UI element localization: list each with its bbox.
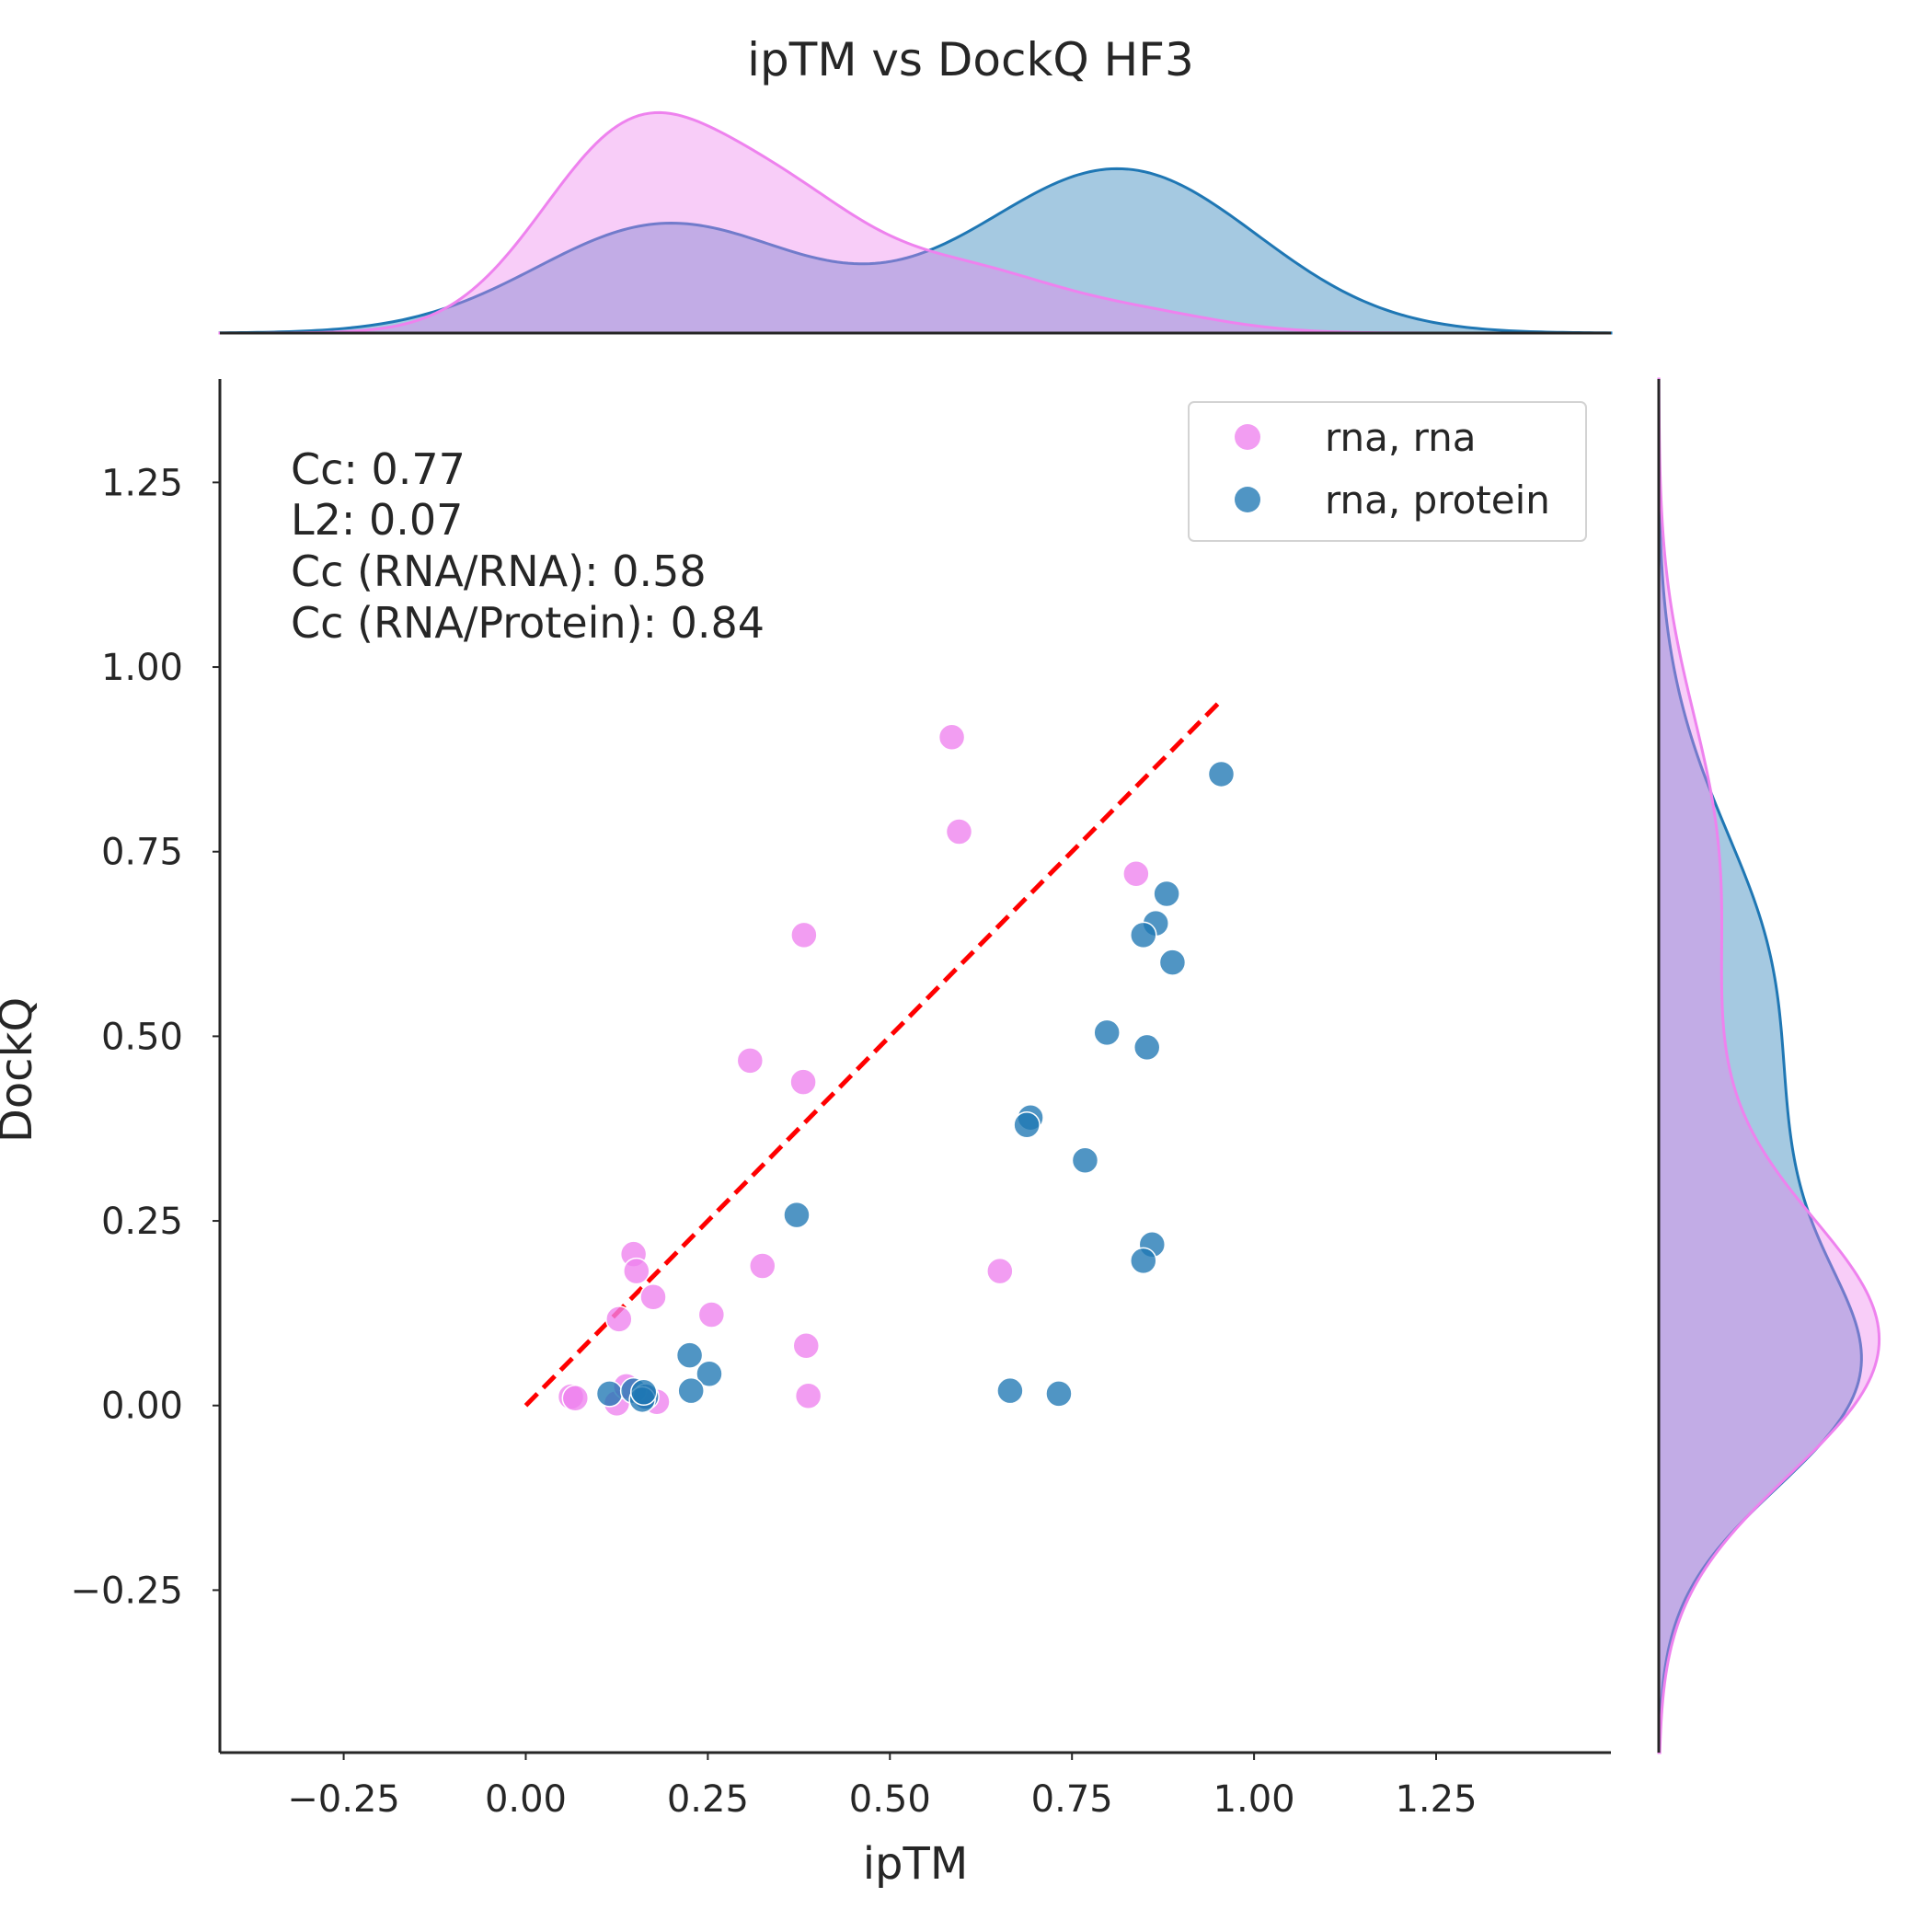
point-rna-rna bbox=[945, 818, 973, 845]
y-tick-label: 1.25 bbox=[101, 462, 183, 504]
point-rna-rna bbox=[561, 1384, 590, 1412]
point-rna-protein bbox=[1071, 1146, 1099, 1174]
x-tick-label: 1.25 bbox=[1395, 1778, 1477, 1821]
x-tick-label: 0.25 bbox=[667, 1778, 749, 1821]
legend-marker-rna-protein bbox=[1235, 487, 1260, 512]
point-rna-rna bbox=[605, 1305, 633, 1333]
annotation-l2: L2: 0.07 bbox=[291, 495, 463, 545]
x-tick-label: −0.25 bbox=[287, 1778, 400, 1821]
scatter-points bbox=[557, 723, 1236, 1418]
x-tick-label: 1.00 bbox=[1213, 1778, 1295, 1821]
point-rna-protein bbox=[1013, 1110, 1041, 1139]
x-axis-ticks: −0.25 0.00 0.25 0.50 0.75 1.00 1.25 bbox=[287, 1753, 1478, 1821]
point-rna-rna bbox=[623, 1257, 650, 1285]
point-rna-protein bbox=[996, 1376, 1024, 1405]
x-tick-label: 0.50 bbox=[849, 1778, 931, 1821]
reference-diagonal-line bbox=[523, 702, 1220, 1408]
point-rna-protein bbox=[1093, 1018, 1121, 1047]
point-rna-rna bbox=[1122, 860, 1150, 888]
y-tick-label: −0.25 bbox=[70, 1570, 183, 1612]
y-tick-label: 0.50 bbox=[101, 1016, 183, 1058]
y-tick-label: 0.75 bbox=[101, 832, 183, 874]
point-rna-rna bbox=[736, 1047, 765, 1075]
annotation-cc-rna-rna: Cc (RNA/RNA): 0.58 bbox=[291, 546, 707, 596]
point-rna-protein bbox=[1130, 921, 1157, 949]
point-rna-rna bbox=[986, 1257, 1014, 1285]
y-tick-label: 0.00 bbox=[101, 1386, 183, 1428]
point-rna-protein bbox=[629, 1378, 658, 1407]
legend: rna, rna rna, protein bbox=[1188, 401, 1587, 542]
point-rna-rna bbox=[749, 1252, 776, 1280]
point-rna-rna bbox=[789, 1068, 817, 1096]
y-tick-label: 0.25 bbox=[101, 1201, 183, 1243]
annotation-cc-rna-protein: Cc (RNA/Protein): 0.84 bbox=[291, 598, 765, 648]
point-rna-protein bbox=[677, 1376, 705, 1405]
legend-label-rna-protein: rna, protein bbox=[1325, 477, 1550, 523]
y-axis-label: DockQ bbox=[0, 997, 42, 1143]
point-rna-protein bbox=[783, 1201, 811, 1229]
chart-title: ipTM vs DockQ HF3 bbox=[747, 33, 1194, 86]
x-axis-label: ipTM bbox=[863, 1838, 969, 1890]
y-tick-label: 1.00 bbox=[101, 647, 183, 689]
main-scatter-plot: −0.25 0.00 0.25 0.50 0.75 1.00 1.25 −0.25 0.00 0… bbox=[70, 462, 1477, 1821]
point-rna-rna bbox=[794, 1382, 822, 1410]
annotation-cc: Cc: 0.77 bbox=[291, 444, 466, 494]
x-tick-label: 0.75 bbox=[1031, 1778, 1113, 1821]
point-rna-protein bbox=[696, 1360, 723, 1387]
point-rna-protein bbox=[675, 1341, 704, 1369]
stats-annotation: Cc: 0.77 L2: 0.07 Cc (RNA/RNA): 0.58 Cc … bbox=[291, 444, 765, 648]
point-rna-rna bbox=[639, 1282, 667, 1311]
point-rna-rna bbox=[937, 723, 966, 752]
point-rna-protein bbox=[595, 1380, 624, 1408]
point-rna-protein bbox=[1045, 1380, 1073, 1408]
point-rna-rna bbox=[697, 1301, 726, 1328]
point-rna-protein bbox=[1207, 760, 1236, 788]
point-rna-rna bbox=[790, 921, 818, 949]
legend-marker-rna-rna bbox=[1235, 424, 1260, 450]
point-rna-protein bbox=[1133, 1033, 1161, 1062]
point-rna-rna bbox=[792, 1331, 821, 1360]
point-rna-protein bbox=[1158, 949, 1187, 976]
y-axis-ticks: −0.25 0.00 0.25 0.50 0.75 1.00 1.25 bbox=[70, 462, 220, 1612]
point-rna-protein bbox=[1130, 1247, 1157, 1275]
legend-label-rna-rna: rna, rna bbox=[1325, 415, 1476, 460]
point-rna-protein bbox=[1153, 880, 1180, 908]
right-kde-rna-rna bbox=[1657, 377, 1881, 1754]
right-marginal-kde bbox=[1657, 377, 1881, 1754]
x-tick-label: 0.00 bbox=[485, 1778, 567, 1821]
legend-box bbox=[1188, 401, 1587, 542]
